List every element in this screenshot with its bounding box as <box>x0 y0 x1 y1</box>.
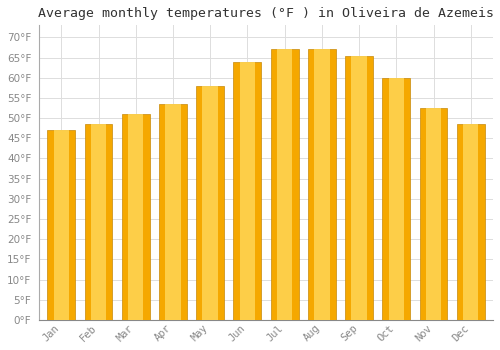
Bar <box>84 124 112 320</box>
Bar <box>202 86 218 320</box>
Bar <box>240 62 255 320</box>
Bar <box>314 49 330 320</box>
Bar <box>308 49 336 320</box>
Bar <box>463 124 478 320</box>
Bar <box>91 124 106 320</box>
Bar <box>234 62 262 320</box>
Bar <box>457 124 484 320</box>
Bar <box>352 56 366 320</box>
Bar <box>128 114 144 320</box>
Bar <box>426 108 441 320</box>
Bar <box>166 104 180 320</box>
Bar <box>345 56 373 320</box>
Title: Average monthly temperatures (°F ) in Oliveira de Azemeis: Average monthly temperatures (°F ) in Ol… <box>38 7 494 20</box>
Bar <box>277 49 292 320</box>
Bar <box>122 114 150 320</box>
Bar <box>388 78 404 320</box>
Bar <box>196 86 224 320</box>
Bar <box>420 108 448 320</box>
Bar <box>270 49 298 320</box>
Bar <box>54 130 69 320</box>
Bar <box>382 78 410 320</box>
Bar <box>159 104 187 320</box>
Bar <box>48 130 75 320</box>
